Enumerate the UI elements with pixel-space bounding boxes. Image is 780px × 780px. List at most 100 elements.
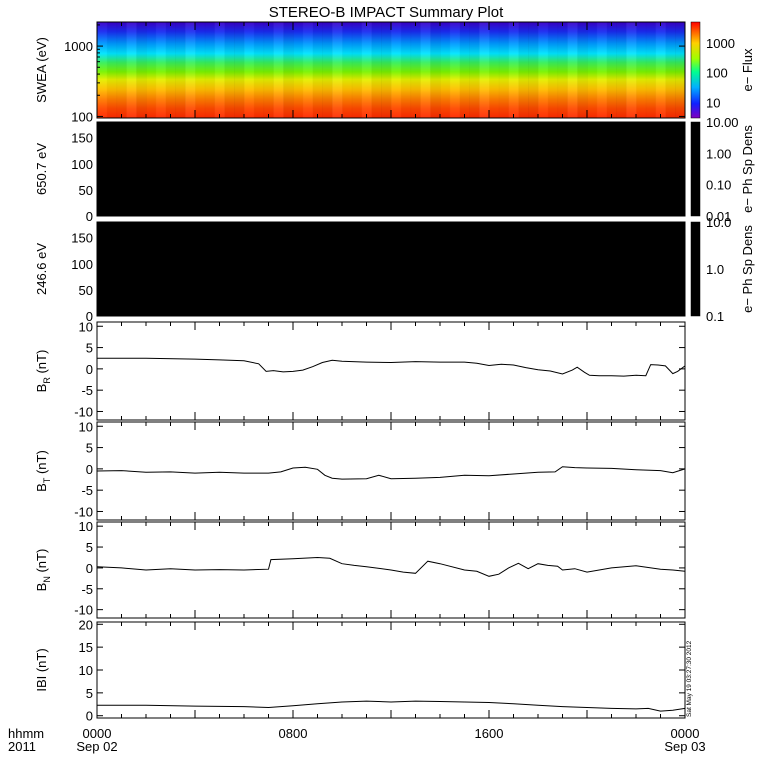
y-tick-label: 100 xyxy=(71,257,93,272)
heatmap-band xyxy=(665,22,676,118)
heatmap-band xyxy=(636,22,646,118)
date-tick-label: Sep 03 xyxy=(664,739,705,754)
heatmap-band xyxy=(165,22,176,118)
heatmap-band xyxy=(322,22,333,118)
colorbar-label: e− Flux xyxy=(740,48,755,91)
y-tick-label: 100 xyxy=(71,109,93,124)
colorbar-tick-label: 10.00 xyxy=(706,115,739,130)
timestamp: Sat May 19 03:27:30 2012 xyxy=(686,640,693,717)
heatmap-band xyxy=(155,22,167,118)
heatmap-band xyxy=(645,22,657,118)
heatmap-band xyxy=(116,22,127,118)
y-tick-label: 150 xyxy=(71,131,93,146)
y-tick-label: -5 xyxy=(81,582,93,597)
heatmap-band xyxy=(479,22,490,118)
y-tick-label: -10 xyxy=(74,404,93,419)
heatmap-band xyxy=(489,22,499,118)
colorbar-1 xyxy=(690,21,701,119)
time-row-label: hhmm xyxy=(8,726,44,741)
heatmap-band xyxy=(675,22,686,118)
colorbar-tick-label: 10 xyxy=(706,95,720,110)
heatmap-band xyxy=(440,22,450,118)
y-axis-label: BR (nT) xyxy=(34,350,52,393)
heatmap-band xyxy=(449,22,461,118)
heatmap-band xyxy=(283,22,294,118)
panel-4: -10 -5 0 5 10 BR (nT) xyxy=(34,319,686,421)
year-row-label: 2011 xyxy=(8,739,36,754)
y-tick-label: 0 xyxy=(86,561,93,576)
heatmap-band xyxy=(538,22,548,118)
colorbar-tick-label: 10.0 xyxy=(706,215,731,230)
y-tick-label: 10 xyxy=(79,519,93,534)
heatmap-band xyxy=(351,22,363,118)
time-tick-label: 0000 xyxy=(83,726,112,741)
heatmap-band xyxy=(626,22,637,118)
heatmap-band xyxy=(508,22,519,118)
heatmap-band xyxy=(410,22,421,118)
heatmap-band xyxy=(302,22,314,118)
colorbar-tick-label: 0.10 xyxy=(706,178,731,193)
y-tick-label: -5 xyxy=(81,483,93,498)
heatmap-band xyxy=(146,22,156,118)
y-tick-label: 100 xyxy=(71,157,93,172)
heatmap-band xyxy=(332,22,343,118)
heatmap-band xyxy=(498,22,510,118)
colorbar-tick-label: 0.01 xyxy=(706,209,731,224)
heatmap-band xyxy=(616,22,627,118)
panel-frame xyxy=(96,621,686,719)
y-tick-label: 0 xyxy=(86,309,93,324)
panel-6: -10 -5 0 5 10 BN (nT) xyxy=(34,519,686,619)
colorbar-2 xyxy=(690,121,701,217)
heatmap-band xyxy=(577,22,588,118)
heatmap-band xyxy=(253,22,265,118)
heatmap-band xyxy=(293,22,303,118)
heatmap-band xyxy=(244,22,254,118)
series-line xyxy=(97,700,686,712)
y-axis-label: BN (nT) xyxy=(34,549,52,592)
y-axis-label: IBI (nT) xyxy=(34,648,49,691)
panel-3: 0.1 1.0 10.0 e− Ph Sp Dens 0 50 100 150 246.6 eV xyxy=(34,215,755,324)
y-axis-label: 650.7 eV xyxy=(34,143,49,195)
heatmap-band xyxy=(175,22,186,118)
y-tick-label: -10 xyxy=(74,603,93,618)
colorbar-label: e− Ph Sp Dens xyxy=(740,225,755,313)
colorbar-tick-label: 1.0 xyxy=(706,262,724,277)
y-tick-label: 10 xyxy=(79,319,93,334)
colorbar-tick-label: 1.00 xyxy=(706,146,731,161)
heatmap-band xyxy=(518,22,529,118)
heatmap-band xyxy=(420,22,431,118)
series-line xyxy=(96,466,686,480)
panel-frame xyxy=(96,321,686,421)
heatmap-band xyxy=(224,22,235,118)
heatmap-band xyxy=(528,22,539,118)
y-axis-label: BT (nT) xyxy=(34,450,52,492)
panel-1: 10 100 1000 e− Flux 100 1000 SWEA (eV) xyxy=(34,21,755,124)
heatmap-band xyxy=(342,22,352,118)
heatmap-band xyxy=(587,22,597,118)
panel-7: 0 5 10 15 20 IBI (nT) xyxy=(34,617,686,724)
time-tick-label: 0800 xyxy=(279,726,308,741)
heatmap-band xyxy=(400,22,412,118)
heatmap-band xyxy=(136,22,147,118)
heatmap-band xyxy=(185,22,196,118)
heatmap-band xyxy=(557,22,568,118)
heatmap-band xyxy=(547,22,559,118)
y-tick-label: 50 xyxy=(79,283,93,298)
heatmap-band xyxy=(204,22,216,118)
date-tick-label: Sep 02 xyxy=(76,739,117,754)
y-tick-label: 0 xyxy=(86,709,93,724)
y-tick-label: 1000 xyxy=(64,39,93,54)
heatmap-band xyxy=(234,22,245,118)
y-tick-label: 20 xyxy=(79,617,93,632)
y-tick-label: 5 xyxy=(86,341,93,356)
heatmap-band xyxy=(459,22,470,118)
y-tick-label: 10 xyxy=(79,419,93,434)
heatmap-2 xyxy=(97,122,685,216)
y-axis-label: 246.6 eV xyxy=(34,243,49,295)
series-line xyxy=(97,357,686,377)
y-tick-label: 15 xyxy=(79,640,93,655)
heatmap-band xyxy=(469,22,480,118)
